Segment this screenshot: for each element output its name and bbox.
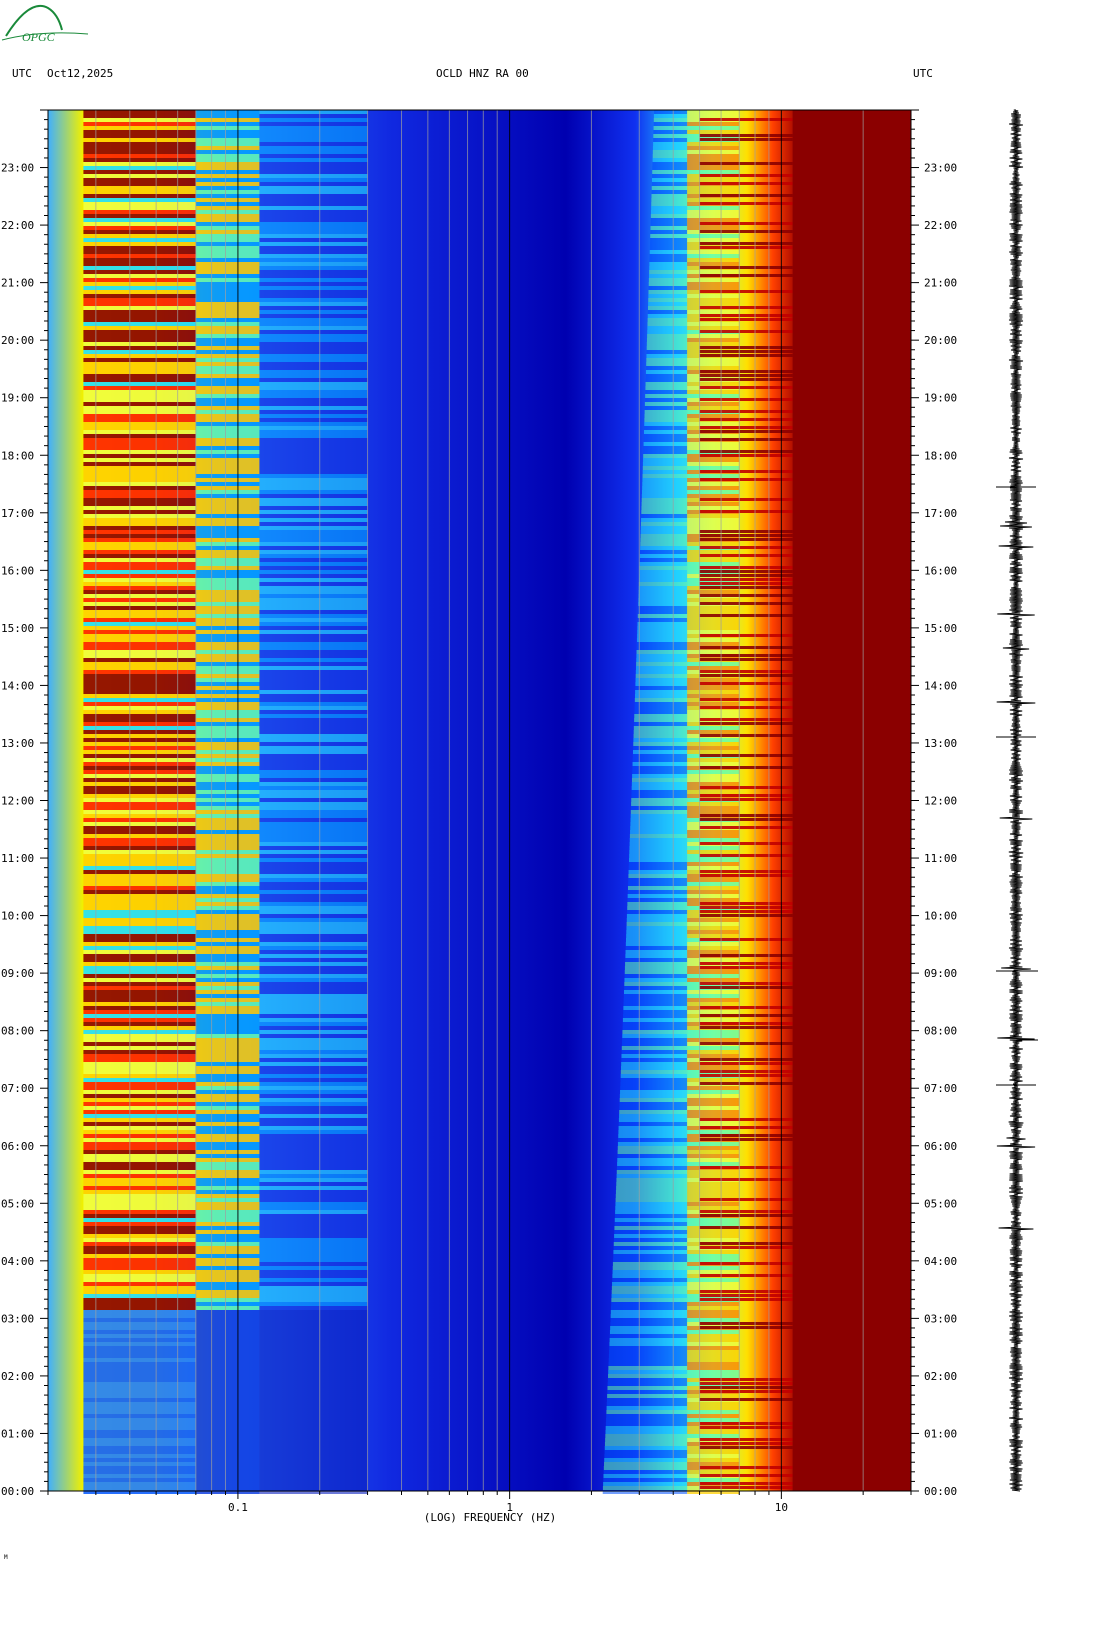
y-tick-label-left: 23:00 — [1, 162, 34, 175]
y-tick-label-left: 13:00 — [1, 737, 34, 750]
y-tick-label-right: 06:00 — [924, 1140, 957, 1153]
opgc-logo: OPGC — [0, 0, 100, 50]
y-tick-label-right: 04:00 — [924, 1255, 957, 1268]
y-tick-label-right: 09:00 — [924, 967, 957, 980]
y-tick-label-left: 01:00 — [1, 1427, 34, 1440]
y-tick-label-right: 02:00 — [924, 1370, 957, 1383]
y-tick-label-right: 03:00 — [924, 1312, 957, 1325]
y-tick-label-right: 20:00 — [924, 334, 957, 347]
y-tick-label-right: 00:00 — [924, 1485, 957, 1498]
y-tick-label-left: 20:00 — [1, 334, 34, 347]
y-tick-label-left: 08:00 — [1, 1025, 34, 1038]
y-tick-label-right: 16:00 — [924, 564, 957, 577]
header-right-timezone: UTC — [913, 67, 933, 80]
logo-text: OPGC — [22, 30, 56, 44]
y-tick-label-left: 17:00 — [1, 507, 34, 520]
x-tick-label: 1 — [506, 1501, 513, 1514]
seismogram-trace — [996, 109, 1038, 1492]
y-tick-label-left: 07:00 — [1, 1082, 34, 1095]
footer-mark: M — [4, 1554, 8, 1561]
y-tick-label-left: 04:00 — [1, 1255, 34, 1268]
y-tick-label-left: 03:00 — [1, 1312, 34, 1325]
y-tick-label-left: 18:00 — [1, 449, 34, 462]
frequency-axis: 0.1 1 10 — [47, 1491, 912, 1514]
y-tick-label-right: 12:00 — [924, 795, 957, 808]
y-tick-label-left: 12:00 — [1, 795, 34, 808]
y-tick-label-right: 23:00 — [924, 162, 957, 175]
frequency-gridlines — [47, 110, 912, 1491]
y-tick-label-right: 18:00 — [924, 449, 957, 462]
y-tick-label-right: 14:00 — [924, 679, 957, 692]
y-tick-label-right: 22:00 — [924, 219, 957, 232]
y-tick-label-left: 15:00 — [1, 622, 34, 635]
x-axis-label: (LOG) FREQUENCY (HZ) — [424, 1511, 556, 1524]
y-tick-label-right: 05:00 — [924, 1197, 957, 1210]
y-tick-label-right: 17:00 — [924, 507, 957, 520]
y-tick-label-right: 19:00 — [924, 392, 957, 405]
x-tick-label: 10 — [775, 1501, 788, 1514]
header-left-timezone: UTC — [12, 67, 32, 80]
y-tick-label-right: 11:00 — [924, 852, 957, 865]
y-tick-label-left: 11:00 — [1, 852, 34, 865]
y-tick-label-left: 00:00 — [1, 1485, 34, 1498]
y-tick-label-right: 08:00 — [924, 1025, 957, 1038]
y-tick-label-left: 09:00 — [1, 967, 34, 980]
time-axis: 00:00 00:00 01:00 01:00 02:00 02:00 03:00 03:00… — [1, 109, 957, 1498]
y-tick-label-right: 10:00 — [924, 910, 957, 923]
y-tick-label-right: 21:00 — [924, 277, 957, 290]
y-tick-label-left: 22:00 — [1, 219, 34, 232]
header-station: OCLD HNZ RA 00 — [436, 67, 529, 80]
y-tick-label-left: 02:00 — [1, 1370, 34, 1383]
y-tick-label-left: 16:00 — [1, 564, 34, 577]
y-tick-label-left: 06:00 — [1, 1140, 34, 1153]
y-tick-label-right: 13:00 — [924, 737, 957, 750]
y-tick-label-left: 21:00 — [1, 277, 34, 290]
y-tick-label-right: 07:00 — [924, 1082, 957, 1095]
y-tick-label-right: 01:00 — [924, 1427, 957, 1440]
header-date: Oct12,2025 — [47, 67, 114, 80]
y-tick-label-left: 05:00 — [1, 1197, 34, 1210]
spectrogram-rows — [83, 110, 911, 1494]
y-tick-label-right: 15:00 — [924, 622, 957, 635]
x-tick-label: 0.1 — [228, 1501, 248, 1514]
y-tick-label-left: 14:00 — [1, 679, 34, 692]
y-tick-label-left: 19:00 — [1, 392, 34, 405]
y-tick-label-left: 10:00 — [1, 910, 34, 923]
